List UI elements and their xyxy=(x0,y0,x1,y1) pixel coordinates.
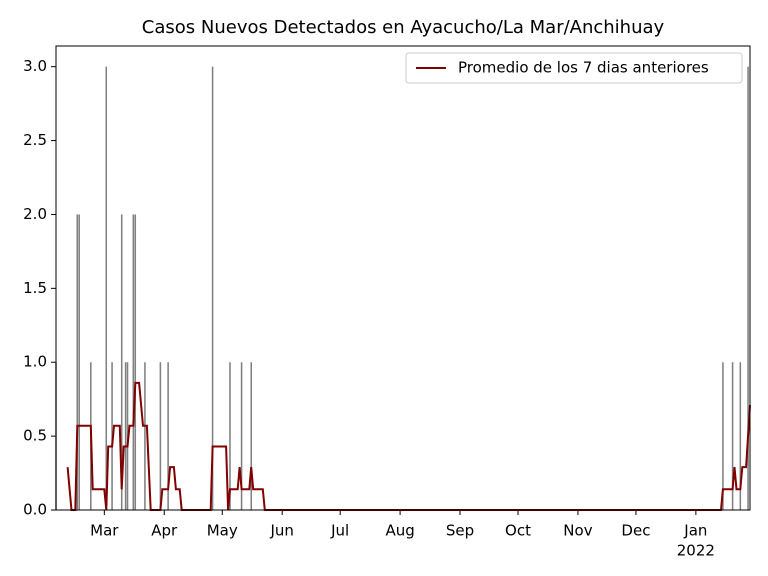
y-tick-label: 2.5 xyxy=(23,131,47,149)
x-tick-label: Sep xyxy=(446,522,474,540)
y-tick-label: 1.5 xyxy=(23,279,47,297)
y-tick-label: 3.0 xyxy=(23,57,47,75)
bar xyxy=(250,362,253,510)
bar xyxy=(211,66,214,510)
bar xyxy=(132,214,135,510)
bar xyxy=(124,362,127,510)
bar xyxy=(722,362,724,510)
x-tick-label: Mar xyxy=(90,522,119,540)
y-tick-label: 0.0 xyxy=(23,501,47,519)
bar xyxy=(731,362,734,510)
x-tick-label: Oct xyxy=(505,522,531,540)
y-tick-label: 0.5 xyxy=(23,427,47,445)
x-tick-label: May xyxy=(207,522,238,540)
bar xyxy=(134,214,137,510)
bar xyxy=(229,362,231,510)
legend-box xyxy=(405,52,743,84)
bar xyxy=(240,362,243,510)
plot-frame xyxy=(55,45,751,511)
x-tick-label: Jan xyxy=(683,522,707,540)
bar xyxy=(76,214,79,510)
bar xyxy=(144,362,146,510)
bar xyxy=(739,362,742,510)
legend-label: Promedio de los 7 dias anteriores xyxy=(458,59,709,77)
x-tick-label: Apr xyxy=(151,522,178,540)
bar xyxy=(120,214,123,510)
line xyxy=(66,381,751,511)
bar xyxy=(159,362,162,510)
x-tick-label: Aug xyxy=(385,522,414,540)
bar xyxy=(167,362,169,510)
bar xyxy=(105,66,108,510)
y-tick-label: 2.0 xyxy=(23,205,47,223)
bar xyxy=(78,214,80,510)
y-tick-label: 1.0 xyxy=(23,353,47,371)
bar xyxy=(747,66,749,510)
x-year-label: 2022 xyxy=(677,542,715,560)
chart-title: Casos Nuevos Detectados en Ayacucho/La M… xyxy=(142,17,665,38)
x-tick-label: Jul xyxy=(330,522,349,540)
x-tick-label: Nov xyxy=(563,522,592,540)
x-tick-label: Dec xyxy=(621,522,650,540)
x-tick-label: Jun xyxy=(269,522,293,540)
